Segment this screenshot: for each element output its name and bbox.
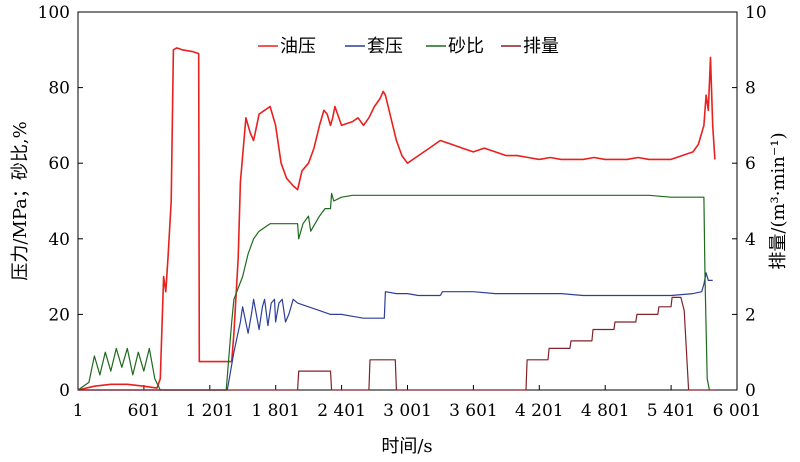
y-left-tick-label: 80 bbox=[48, 79, 70, 99]
x-tick-label: 6 001 bbox=[713, 401, 762, 421]
x-tick-label: 3 601 bbox=[449, 401, 498, 421]
series-layer bbox=[77, 47, 716, 391]
y-right-tick-label: 10 bbox=[745, 3, 767, 23]
y-left-tick-label: 20 bbox=[48, 305, 70, 325]
legend-label-1: 套压 bbox=[367, 36, 403, 57]
x-tick-label: 1 801 bbox=[251, 401, 300, 421]
y-right-tick-label: 8 bbox=[745, 79, 756, 99]
y-left-tick-label: 0 bbox=[59, 381, 70, 401]
y-right-tick-label: 2 bbox=[745, 305, 756, 325]
legend-label-3: 排量 bbox=[523, 36, 559, 57]
y-axis-left-title: 压力/MPa；砂比,% bbox=[10, 121, 31, 280]
legend-label-2: 砂比 bbox=[448, 36, 484, 57]
x-tick-label: 4 201 bbox=[515, 401, 564, 421]
y-left-tick-label: 60 bbox=[48, 154, 70, 174]
y-right-tick-label: 0 bbox=[745, 381, 756, 401]
tick-marks bbox=[77, 11, 738, 391]
y-left-tick-label: 100 bbox=[38, 3, 70, 23]
x-tick-label: 1 201 bbox=[185, 401, 234, 421]
x-tick-label: 3 001 bbox=[383, 401, 432, 421]
series-line-3 bbox=[78, 296, 715, 391]
y-left-tick-label: 40 bbox=[48, 230, 70, 250]
x-tick-label: 601 bbox=[128, 401, 160, 421]
x-axis-title: 时间/s bbox=[381, 436, 432, 457]
legend-label-0: 油压 bbox=[280, 36, 316, 57]
series-line-1 bbox=[78, 272, 713, 391]
x-tick-label: 5 401 bbox=[647, 401, 696, 421]
series-line-0 bbox=[77, 47, 716, 391]
y-right-tick-label: 4 bbox=[745, 230, 756, 250]
x-tick-label: 1 bbox=[73, 401, 84, 421]
plot-frame bbox=[77, 11, 738, 391]
x-tick-label: 4 801 bbox=[581, 401, 630, 421]
legend: 油压 套压 砂比 排量 bbox=[258, 36, 559, 57]
y-axis-right-title: 排量/(m³·min⁻¹) bbox=[768, 132, 789, 269]
tick-labels: 1 601 1 201 1 801 2 401 3 001 3 601 4 201 4 801 5… bbox=[38, 3, 767, 421]
x-tick-label: 2 401 bbox=[317, 401, 366, 421]
series-line-2 bbox=[77, 192, 710, 391]
y-right-tick-label: 6 bbox=[745, 154, 756, 174]
